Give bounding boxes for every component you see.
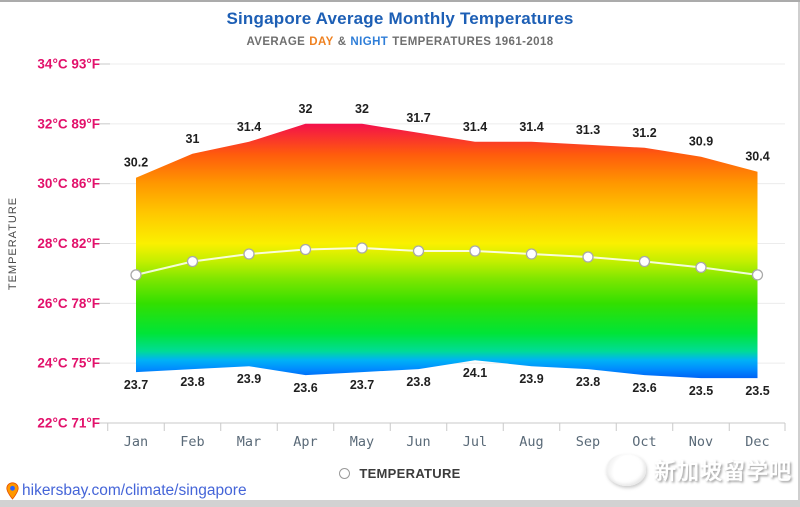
legend-temperature[interactable]: TEMPERATURE — [0, 466, 800, 481]
avg-temp-marker-jan[interactable] — [130, 269, 142, 281]
avg-temp-marker-feb[interactable] — [186, 255, 199, 268]
x-tick-label-oct: Oct — [632, 434, 656, 450]
y-tick-label: 28°C 82°F — [37, 236, 100, 251]
night-temp-label-jun: 23.8 — [406, 375, 430, 389]
night-temp-label-oct: 23.6 — [632, 381, 656, 395]
site-link[interactable]: hikersbay.com/climate/singapore — [6, 482, 247, 500]
night-temp-label-mar: 23.9 — [237, 372, 261, 386]
avg-temp-marker-mar[interactable] — [243, 248, 255, 260]
night-temp-label-feb: 23.8 — [180, 375, 204, 389]
y-tick-label: 22°C 71°F — [37, 416, 100, 431]
subtitle-day-accent: DAY — [309, 36, 334, 48]
chart-subtitle: AVERAGE DAY & NIGHT TEMPERATURES 1961-2018 — [0, 36, 800, 48]
chart-title: Singapore Average Monthly Temperatures — [226, 9, 574, 28]
night-temp-label-aug: 23.9 — [519, 372, 543, 386]
x-tick-label-nov: Nov — [689, 434, 713, 450]
x-tick-label-mar: Mar — [237, 434, 261, 450]
y-axis-title: TEMPERATURE — [7, 197, 19, 290]
site-link-text: hikersbay.com/climate/singapore — [22, 482, 247, 499]
night-temp-label-jul: 24.1 — [463, 366, 487, 380]
y-tick-label: 32°C 89°F — [37, 116, 100, 131]
avg-temp-marker-apr[interactable] — [299, 243, 312, 256]
x-tick-label-feb: Feb — [180, 434, 204, 450]
day-temp-label-oct: 31.2 — [632, 126, 656, 140]
day-temp-label-jul: 31.4 — [463, 120, 487, 134]
day-temp-label-may: 32 — [355, 102, 369, 116]
temperature-chart: 34°C 93°F 32°C 89°F 30°C 86°F 28°C 82°F 26°C… — [7, 57, 786, 450]
subtitle-prefix: AVERAGE — [246, 36, 306, 48]
x-tick-label-jun: Jun — [406, 434, 430, 450]
night-temp-label-sep: 23.8 — [576, 375, 600, 389]
watermark-text: 新加坡留学吧 — [654, 460, 793, 485]
subtitle-suffix: TEMPERATURES 1961-2018 — [392, 36, 554, 48]
x-tick-label-dec: Dec — [745, 434, 769, 450]
watermark: 新加坡留学吧 — [606, 454, 792, 486]
day-temp-label-dec: 30.4 — [745, 150, 769, 164]
night-temp-label-jan: 23.7 — [124, 378, 148, 392]
avg-temp-marker-oct[interactable] — [638, 255, 651, 268]
night-temp-label-dec: 23.5 — [745, 384, 769, 398]
subtitle-amp: & — [337, 36, 347, 48]
legend-circle-marker-icon — [339, 468, 351, 479]
avg-temp-marker-aug[interactable] — [525, 248, 538, 260]
x-tick-label-sep: Sep — [576, 434, 600, 450]
x-tick-label-aug: Aug — [519, 434, 543, 450]
avg-temp-marker-nov[interactable] — [695, 261, 707, 274]
x-tick-label-may: May — [350, 434, 374, 450]
watermark-logo-icon — [606, 454, 646, 486]
avg-temp-marker-dec[interactable] — [751, 269, 764, 281]
subtitle-night-accent: NIGHT — [350, 36, 389, 48]
y-tick-label: 24°C 75°F — [37, 356, 100, 371]
night-temp-label-apr: 23.6 — [293, 381, 317, 395]
day-temp-label-nov: 30.9 — [689, 135, 713, 149]
day-temp-label-apr: 32 — [299, 102, 313, 116]
day-temp-label-jun: 31.7 — [406, 111, 430, 125]
legend-label: TEMPERATURE — [359, 466, 461, 481]
avg-temp-marker-jul[interactable] — [469, 245, 481, 257]
y-tick-label: 26°C 78°F — [37, 296, 100, 311]
x-tick-label-apr: Apr — [293, 434, 317, 450]
day-temp-label-jan: 30.2 — [124, 156, 148, 170]
avg-temp-marker-jun[interactable] — [412, 245, 425, 257]
day-temp-label-aug: 31.4 — [519, 120, 543, 134]
avg-temp-marker-may[interactable] — [356, 242, 368, 254]
day-temp-label-mar: 31.4 — [237, 120, 261, 134]
day-temp-label-sep: 31.3 — [576, 123, 600, 137]
x-tick-label-jan: Jan — [124, 434, 148, 450]
day-temp-label-feb: 31 — [186, 132, 200, 146]
y-tick-label: 34°C 93°F — [37, 57, 100, 72]
y-tick-label: 30°C 86°F — [37, 176, 100, 191]
night-temp-label-may: 23.7 — [350, 378, 374, 392]
average-temperature-line — [135, 246, 758, 276]
page-right-edge — [798, 2, 800, 500]
page-bottom-bar — [0, 500, 800, 507]
night-temp-label-nov: 23.5 — [689, 384, 713, 398]
location-pin-icon — [6, 482, 19, 500]
x-tick-label-jul: Jul — [463, 434, 487, 450]
avg-temp-marker-sep[interactable] — [582, 251, 594, 263]
